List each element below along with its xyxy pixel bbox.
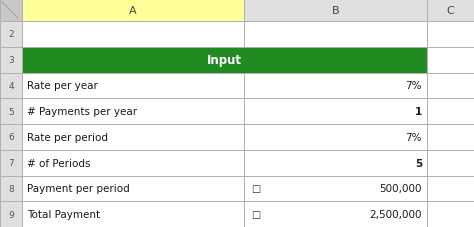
Bar (0, 201, 22, 227)
Text: 8: 8 (8, 184, 14, 193)
Text: 4: 4 (8, 81, 14, 91)
Text: 9: 9 (8, 210, 14, 219)
Bar (427, 201, 474, 227)
Bar (22, 124, 244, 150)
Text: 1: 1 (415, 107, 422, 117)
Text: C: C (447, 6, 455, 16)
Bar (22, 73, 244, 99)
Text: # Payments per year: # Payments per year (27, 107, 137, 117)
Text: 7%: 7% (405, 81, 422, 91)
Text: □: □ (251, 184, 261, 194)
Bar (427, 0, 474, 22)
Bar (427, 176, 474, 201)
Bar (0, 0, 22, 22)
Bar (427, 47, 474, 73)
Bar (244, 22, 427, 47)
Bar (0, 176, 22, 201)
Text: Payment per period: Payment per period (27, 184, 130, 194)
Bar (22, 201, 244, 227)
Text: 6: 6 (8, 133, 14, 142)
Bar (0, 99, 22, 124)
Bar (0, 47, 22, 73)
Bar (0, 22, 22, 47)
Bar (427, 73, 474, 99)
Text: # of Periods: # of Periods (27, 158, 91, 168)
Text: 2,500,000: 2,500,000 (370, 209, 422, 219)
Bar (244, 176, 427, 201)
Text: 5: 5 (415, 158, 422, 168)
Bar (427, 150, 474, 176)
Text: Rate per year: Rate per year (27, 81, 98, 91)
Bar (22, 99, 244, 124)
Bar (0, 150, 22, 176)
Bar (427, 124, 474, 150)
Bar (244, 0, 427, 22)
Text: Total Payment: Total Payment (27, 209, 100, 219)
Bar (244, 150, 427, 176)
Text: Input: Input (207, 54, 242, 67)
Bar (0, 73, 22, 99)
Bar (244, 124, 427, 150)
Text: 7%: 7% (405, 132, 422, 142)
Bar (22, 150, 244, 176)
Text: 500,000: 500,000 (380, 184, 422, 194)
Bar (22, 0, 244, 22)
Bar (22, 176, 244, 201)
Text: 5: 5 (8, 107, 14, 116)
Text: A: A (129, 6, 137, 16)
Text: □: □ (251, 209, 261, 219)
Text: 3: 3 (8, 56, 14, 65)
Bar (0, 124, 22, 150)
Text: 2: 2 (8, 30, 14, 39)
Bar (427, 22, 474, 47)
Bar (244, 73, 427, 99)
Text: 7: 7 (8, 158, 14, 167)
Text: B: B (332, 6, 339, 16)
Bar (244, 99, 427, 124)
Bar (22, 47, 427, 73)
Bar (427, 99, 474, 124)
Bar (22, 22, 244, 47)
Bar (244, 201, 427, 227)
Text: Rate per period: Rate per period (27, 132, 108, 142)
